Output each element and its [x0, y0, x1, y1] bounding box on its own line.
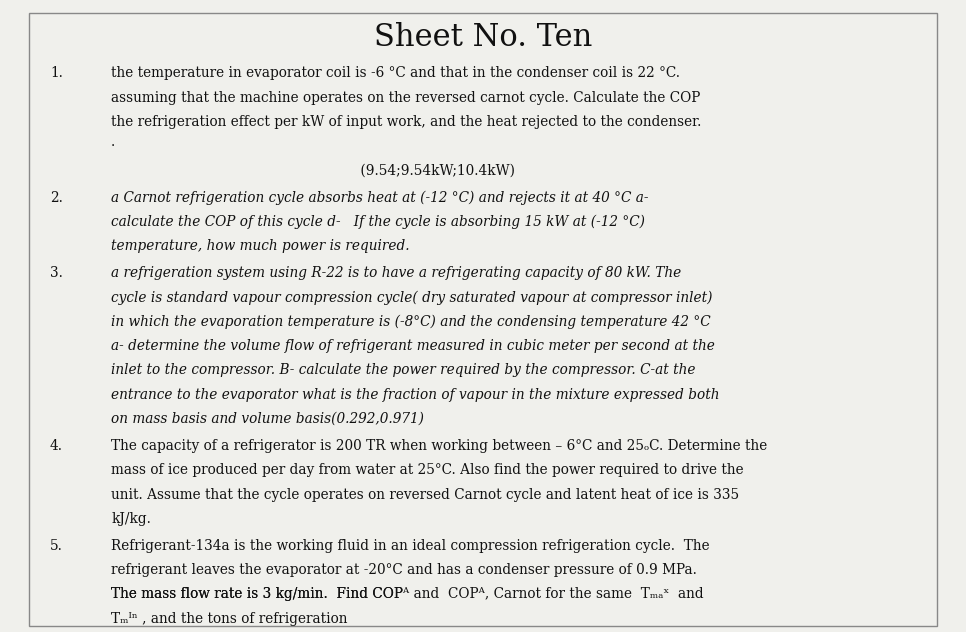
Text: cycle is standard vapour compression cycle( dry saturated vapour at compressor i: cycle is standard vapour compression cyc… [111, 290, 713, 305]
Text: 2.: 2. [50, 190, 63, 205]
Text: calculate the COP of this cycle d-   If the cycle is absorbing 15 kW at (-12 °C): calculate the COP of this cycle d- If th… [111, 215, 645, 229]
Text: 3.: 3. [50, 266, 63, 280]
Text: a- determine the volume flow of refrigerant measured in cubic meter per second a: a- determine the volume flow of refriger… [111, 339, 715, 353]
Text: the refrigeration effect per kW of input work, and the heat rejected to the cond: the refrigeration effect per kW of input… [111, 115, 701, 129]
Text: temperature, how much power is required.: temperature, how much power is required. [111, 239, 410, 253]
Text: a Carnot refrigeration cycle absorbs heat at (-12 °C) and rejects it at 40 °C a-: a Carnot refrigeration cycle absorbs hea… [111, 190, 648, 205]
Text: Tₘᴵⁿ , and the tons of refrigeration: Tₘᴵⁿ , and the tons of refrigeration [111, 612, 348, 626]
Text: The capacity of a refrigerator is 200 TR when working between – 6°C and 25ₒC. De: The capacity of a refrigerator is 200 TR… [111, 439, 767, 453]
Text: assuming that the machine operates on the reversed carnot cycle. Calculate the C: assuming that the machine operates on th… [111, 91, 700, 105]
Text: (9.54;9.54kW;10.4kW): (9.54;9.54kW;10.4kW) [111, 164, 515, 178]
Text: Refrigerant-134a is the working fluid in an ideal compression refrigeration cycl: Refrigerant-134a is the working fluid in… [111, 538, 710, 553]
Text: in which the evaporation temperature is (-8°C) and the condensing temperature 42: in which the evaporation temperature is … [111, 315, 711, 329]
Text: inlet to the compressor. B- calculate the power required by the compressor. C-at: inlet to the compressor. B- calculate th… [111, 363, 696, 377]
Text: The mass flow rate is 3 kg/min.  Find COP: The mass flow rate is 3 kg/min. Find COP [111, 587, 403, 602]
Text: the temperature in evaporator coil is -6 °C and that in the condenser coil is 22: the temperature in evaporator coil is -6… [111, 66, 680, 80]
Text: a refrigeration system using R-22 is to have a refrigerating capacity of 80 kW. : a refrigeration system using R-22 is to … [111, 266, 681, 280]
Text: 4.: 4. [50, 439, 63, 453]
Text: ·: · [111, 139, 115, 154]
Text: Sheet No. Ten: Sheet No. Ten [374, 22, 592, 53]
Text: refrigerant leaves the evaporator at -20°C and has a condenser pressure of 0.9 M: refrigerant leaves the evaporator at -20… [111, 563, 696, 577]
Text: unit. Assume that the cycle operates on reversed Carnot cycle and latent heat of: unit. Assume that the cycle operates on … [111, 487, 739, 502]
Text: mass of ice produced per day from water at 25°C. Also find the power required to: mass of ice produced per day from water … [111, 463, 744, 477]
Text: 5.: 5. [50, 538, 63, 553]
Text: entrance to the evaporator what is the fraction of vapour in the mixture express: entrance to the evaporator what is the f… [111, 387, 720, 402]
Text: 1.: 1. [50, 66, 63, 80]
Text: The mass flow rate is 3 kg/min.  Find COPᴬ and  COPᴬ, Carnot for the same  Tₘₐˣ : The mass flow rate is 3 kg/min. Find COP… [111, 587, 703, 602]
Text: on mass basis and volume basis(0.292,0.971): on mass basis and volume basis(0.292,0.9… [111, 412, 424, 426]
Text: kJ/kg.: kJ/kg. [111, 512, 151, 526]
